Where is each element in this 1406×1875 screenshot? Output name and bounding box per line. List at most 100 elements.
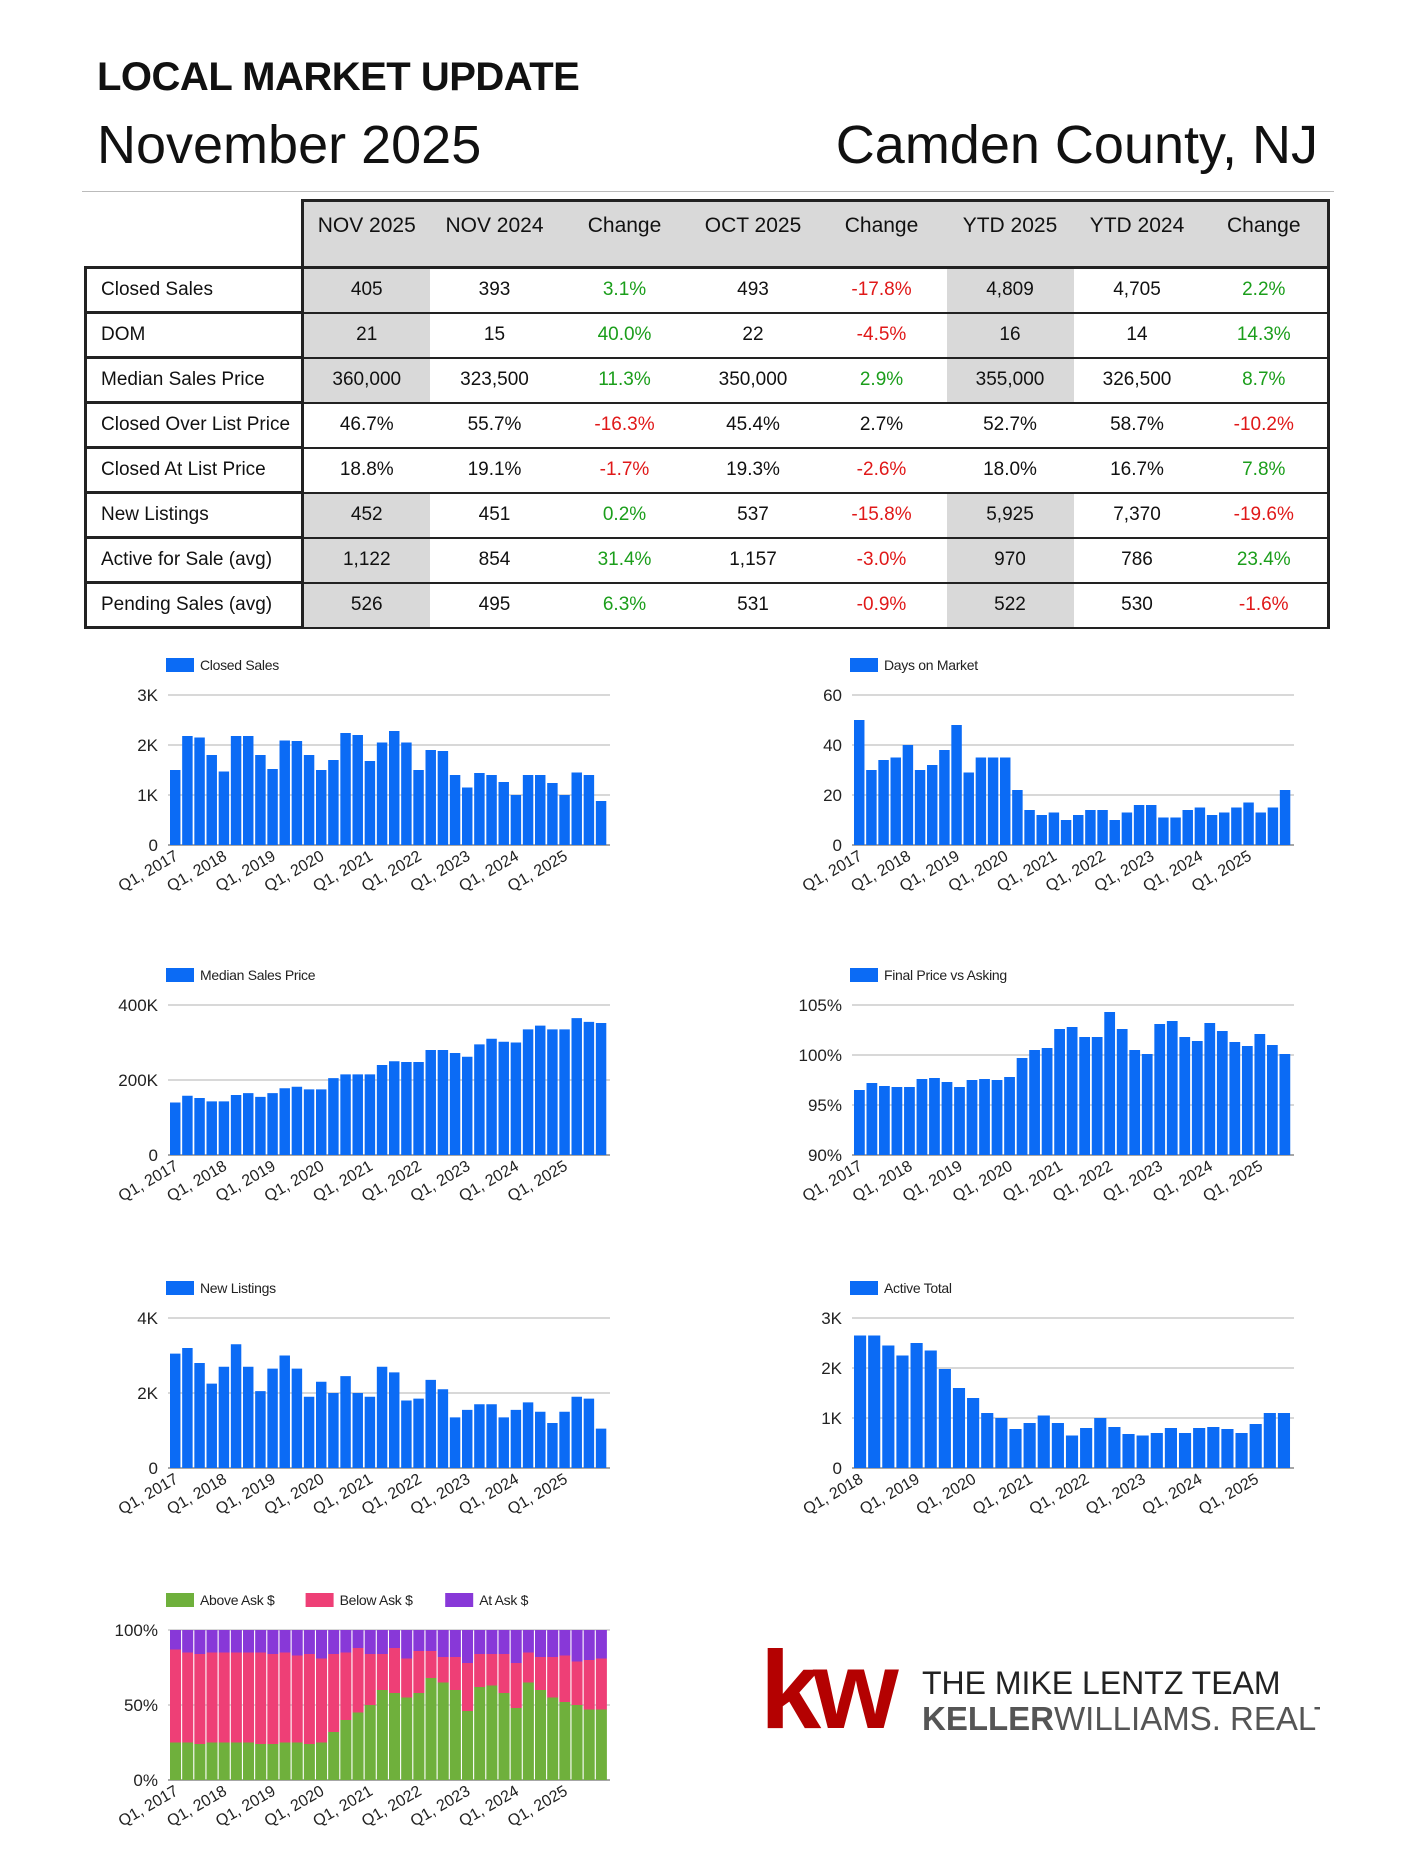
stacked-bar-segment: [401, 1697, 413, 1780]
bar: [967, 1398, 980, 1468]
bar: [854, 1090, 865, 1155]
table-cell: 350,000: [689, 356, 817, 404]
stacked-bar-segment: [535, 1630, 547, 1657]
legend-label: Closed Sales: [200, 657, 279, 673]
y-tick-label: 0%: [133, 1771, 158, 1790]
bar: [364, 1396, 376, 1468]
bar: [981, 1413, 994, 1468]
bar: [1254, 1034, 1266, 1155]
table-cell: 0.2%: [559, 491, 690, 539]
stacked-bar-segment: [328, 1630, 340, 1654]
stacked-bar-segment: [328, 1654, 340, 1732]
report-month: November 2025: [97, 115, 482, 175]
x-tick-label: Q1, 2020: [914, 1471, 980, 1519]
ask-price-breakdown-chart: Above Ask $ Below Ask $ At Ask $0%50%100%Q…: [115, 1592, 610, 1830]
table-cell: 55.7%: [429, 401, 560, 449]
bar: [878, 760, 889, 845]
stacked-bar-segment: [535, 1657, 547, 1690]
bar: [1109, 820, 1120, 845]
stacked-bar-segment: [279, 1630, 291, 1653]
bar: [230, 1344, 242, 1468]
bar: [413, 1398, 424, 1468]
stacked-bar-segment: [522, 1652, 534, 1683]
bar: [170, 770, 181, 845]
bar: [879, 1086, 890, 1155]
bar: [1004, 1077, 1015, 1155]
legend-swatch: [166, 1281, 194, 1295]
stacked-bar-segment: [498, 1693, 510, 1780]
bar: [328, 1078, 339, 1155]
stacked-bar-segment: [376, 1654, 388, 1690]
legend-swatch: [850, 658, 878, 672]
bar: [1037, 1415, 1050, 1468]
header-divider: [82, 191, 1334, 192]
column-header: OCT 2025: [689, 199, 817, 250]
bar: [929, 1078, 940, 1155]
stacked-bar-segment: [437, 1682, 449, 1780]
row-label: New Listings: [84, 491, 304, 539]
stacked-bar-segment: [510, 1708, 522, 1780]
column-header: YTD 2025: [946, 199, 1074, 250]
legend-label: Final Price vs Asking: [884, 967, 1007, 983]
stacked-bar-segment: [352, 1648, 364, 1713]
bar: [522, 1029, 534, 1155]
stacked-bar-segment: [230, 1630, 242, 1653]
bar: [902, 745, 914, 845]
stacked-bar-segment: [425, 1678, 437, 1780]
bar: [486, 775, 497, 845]
table-cell: 323,500: [429, 356, 560, 404]
bar: [340, 1074, 351, 1155]
bar: [328, 760, 339, 845]
legend-swatch: [166, 658, 194, 672]
bar: [1048, 812, 1060, 845]
stacked-bar-segment: [498, 1630, 510, 1654]
bar: [910, 1343, 923, 1468]
bar: [437, 1389, 449, 1468]
table-cell: 495: [429, 581, 560, 629]
bar: [206, 1383, 217, 1468]
bar: [364, 1074, 376, 1155]
legend-swatch: [850, 1281, 878, 1295]
table-cell: 522: [946, 581, 1074, 629]
bar: [462, 787, 473, 845]
stacked-bar-segment: [401, 1658, 413, 1698]
stacked-bar-segment: [182, 1742, 194, 1780]
y-tick-label: 90%: [808, 1146, 842, 1165]
stacked-bar-segment: [291, 1742, 303, 1780]
bar: [1104, 1012, 1116, 1155]
table-row: Closed Over List Price 46.7% 55.7% -16.3% 45…: [84, 401, 1330, 449]
table-cell: 405: [301, 266, 430, 314]
bar: [498, 782, 509, 845]
stacked-bar-segment: [474, 1687, 486, 1780]
stacked-bar-segment: [291, 1655, 303, 1743]
legend-label: New Listings: [200, 1280, 276, 1296]
bar: [303, 755, 315, 845]
y-tick-label: 3K: [821, 1309, 842, 1328]
table-cell: 6.3%: [559, 581, 690, 629]
table-cell: 4,809: [946, 266, 1074, 314]
bar: [316, 1381, 327, 1468]
y-tick-label: 1K: [137, 786, 158, 805]
stacked-bar-segment: [389, 1693, 401, 1780]
bar: [571, 1018, 582, 1155]
bar: [401, 1400, 412, 1468]
table-cell: 8.7%: [1200, 356, 1330, 404]
bar: [559, 1411, 570, 1468]
bar: [279, 740, 290, 845]
stacked-bar-segment: [206, 1652, 218, 1743]
stacked-bar-segment: [218, 1652, 230, 1743]
table-cell: -3.0%: [816, 536, 947, 584]
column-header: Change: [559, 199, 690, 250]
bar: [389, 1061, 400, 1155]
stacked-bar-segment: [401, 1630, 413, 1659]
bar: [1141, 1054, 1153, 1155]
bar: [904, 1087, 915, 1155]
report-title: LOCAL MARKET UPDATE: [97, 55, 580, 99]
row-label: Pending Sales (avg): [84, 581, 304, 629]
stacked-bar-segment: [486, 1685, 498, 1780]
stacked-bar-segment: [352, 1712, 364, 1780]
bar: [916, 1079, 928, 1155]
stacked-bar-segment: [218, 1630, 230, 1653]
bar: [571, 1396, 582, 1468]
